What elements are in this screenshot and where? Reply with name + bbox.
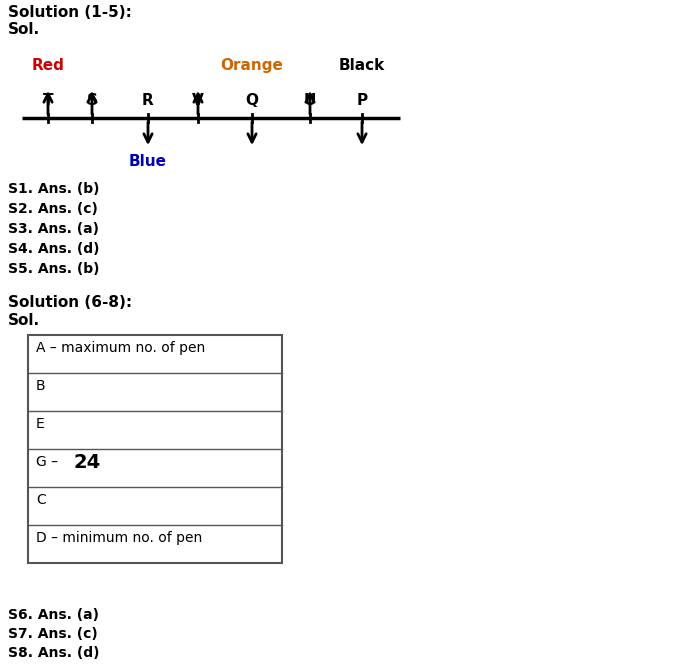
- Text: S8. Ans. (d): S8. Ans. (d): [8, 646, 100, 660]
- Text: V: V: [192, 93, 204, 108]
- Text: G –: G –: [36, 455, 67, 469]
- Text: S7. Ans. (c): S7. Ans. (c): [8, 627, 97, 641]
- Text: Q: Q: [245, 93, 258, 108]
- Text: T: T: [43, 93, 53, 108]
- Text: S1. Ans. (b): S1. Ans. (b): [8, 182, 100, 196]
- Text: E: E: [36, 417, 45, 431]
- Text: 24: 24: [74, 452, 102, 471]
- Text: R: R: [142, 93, 154, 108]
- Text: Blue: Blue: [129, 154, 167, 169]
- Text: S3. Ans. (a): S3. Ans. (a): [8, 222, 99, 236]
- Text: S6. Ans. (a): S6. Ans. (a): [8, 608, 99, 622]
- Text: Orange: Orange: [220, 58, 283, 73]
- Text: Black: Black: [339, 58, 385, 73]
- Text: Red: Red: [32, 58, 64, 73]
- Text: Sol.: Sol.: [8, 313, 40, 328]
- Text: Sol.: Sol.: [8, 22, 40, 37]
- Text: Solution (6-8):: Solution (6-8):: [8, 295, 132, 310]
- Text: S4. Ans. (d): S4. Ans. (d): [8, 242, 100, 256]
- Text: S: S: [86, 93, 97, 108]
- Text: C: C: [36, 493, 46, 507]
- Text: U: U: [304, 93, 316, 108]
- Text: A – maximum no. of pen: A – maximum no. of pen: [36, 341, 205, 355]
- Text: S5. Ans. (b): S5. Ans. (b): [8, 262, 100, 276]
- Text: D – minimum no. of pen: D – minimum no. of pen: [36, 531, 202, 545]
- Text: P: P: [357, 93, 368, 108]
- Text: S2. Ans. (c): S2. Ans. (c): [8, 202, 98, 216]
- Bar: [28, 335, 282, 563]
- Text: B: B: [36, 379, 46, 393]
- Text: Solution (1-5):: Solution (1-5):: [8, 5, 132, 20]
